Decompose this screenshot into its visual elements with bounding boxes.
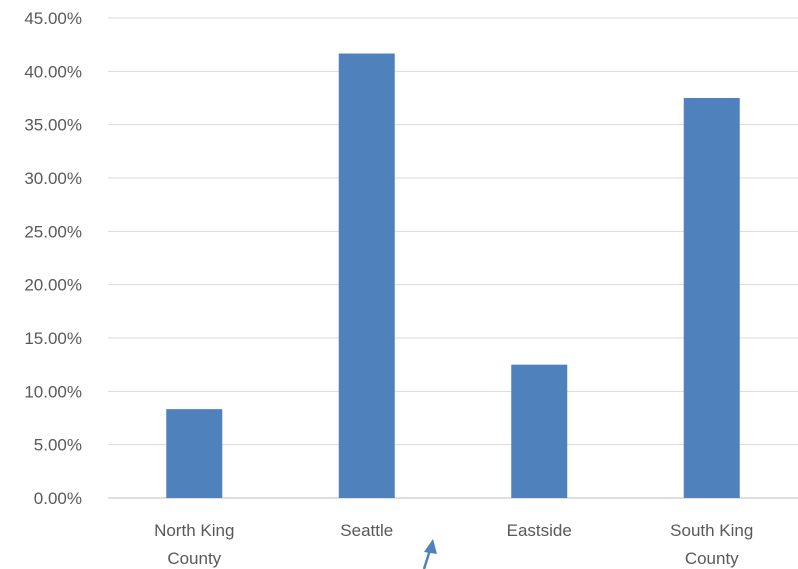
arrow-annotation-shaft	[422, 549, 432, 569]
y-axis-tick-labels: 0.00% 5.00% 10.00% 15.00% 20.00% 25.00% 30.00%…	[24, 9, 82, 508]
bars	[166, 53, 740, 499]
bar	[683, 98, 740, 498]
y-tick-label: 5.00%	[34, 436, 82, 455]
gridlines	[108, 17, 798, 499]
annotations	[422, 539, 437, 569]
bar	[338, 53, 395, 499]
x-tick-label: Seattle	[340, 521, 393, 540]
y-tick-label: 0.00%	[34, 489, 82, 508]
x-tick-label: Eastside	[507, 521, 572, 540]
y-tick-label: 15.00%	[24, 329, 82, 348]
y-tick-label: 10.00%	[24, 382, 82, 401]
y-tick-label: 30.00%	[24, 169, 82, 188]
arrow-annotation-head	[424, 539, 437, 554]
y-tick-label: 35.00%	[24, 116, 82, 135]
bar	[166, 409, 223, 498]
y-tick-label: 40.00%	[24, 62, 82, 81]
x-axis-category-labels: North King County Seattle Eastside South Kin…	[154, 521, 753, 568]
y-tick-label: 45.00%	[24, 9, 82, 28]
y-tick-label: 20.00%	[24, 276, 82, 295]
bar	[511, 364, 568, 498]
y-tick-label: 25.00%	[24, 222, 82, 241]
x-tick-label: North King County	[154, 521, 234, 568]
x-tick-label: South King County	[670, 521, 753, 568]
